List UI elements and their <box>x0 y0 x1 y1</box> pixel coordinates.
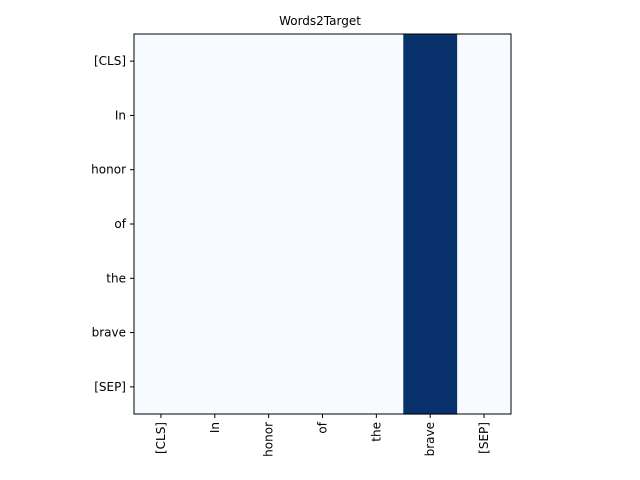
heatmap-cell <box>457 34 512 89</box>
heatmap-cell <box>349 34 404 89</box>
heatmap-cell <box>457 305 512 361</box>
heatmap-cell <box>134 34 189 89</box>
heatmap-cell <box>403 196 458 252</box>
y-tick-label: the <box>106 271 126 285</box>
x-tick-label: In <box>208 422 222 433</box>
heatmap-cell <box>241 251 297 307</box>
heatmap-cell <box>349 251 404 307</box>
heatmap-cell <box>295 359 351 415</box>
x-tick-label: brave <box>423 422 437 456</box>
heatmap-cell <box>295 142 351 198</box>
heatmap-cell <box>403 251 458 307</box>
heatmap-cell <box>349 196 404 252</box>
heatmap-cell <box>457 142 512 198</box>
heatmap-cell <box>457 251 512 307</box>
y-tick-label: of <box>114 217 126 231</box>
heatmap-cell <box>403 88 458 144</box>
heatmap-cell <box>295 251 351 307</box>
heatmap-cell <box>295 305 351 361</box>
heatmap-cell <box>241 196 297 252</box>
chart-title: Words2Target <box>279 14 361 28</box>
heatmap-cell <box>457 88 512 144</box>
heatmap-cell <box>134 196 189 252</box>
heatmap-cell <box>457 196 512 252</box>
heatmap-cell <box>349 359 404 415</box>
y-axis-ticks: [CLS] In honor of the brave [SEP] <box>91 54 134 394</box>
y-tick-label: In <box>115 108 126 122</box>
heatmap-cell <box>187 34 243 89</box>
heatmap-cells <box>134 34 512 415</box>
heatmap-cell <box>349 88 404 144</box>
y-tick-label: [CLS] <box>94 54 126 68</box>
heatmap-cell <box>403 305 458 361</box>
heatmap-cell <box>457 359 512 415</box>
heatmap-cell <box>241 88 297 144</box>
heatmap-cell <box>134 88 189 144</box>
heatmap-cell <box>349 305 404 361</box>
heatmap-cell <box>241 305 297 361</box>
x-axis-ticks: [CLS] In honor of the brave [SEP] <box>154 414 491 457</box>
x-tick-label: of <box>316 421 330 433</box>
heatmap-cell <box>295 88 351 144</box>
heatmap-cell <box>134 142 189 198</box>
heatmap-cell <box>187 142 243 198</box>
heatmap-cell <box>241 359 297 415</box>
heatmap-cell <box>187 359 243 415</box>
heatmap-cell <box>241 34 297 89</box>
heatmap-cell <box>187 88 243 144</box>
heatmap-cell <box>295 34 351 89</box>
heatmap-cell <box>134 251 189 307</box>
heatmap-cell <box>134 359 189 415</box>
heatmap-cell <box>134 305 189 361</box>
y-tick-label: brave <box>92 326 126 340</box>
heatmap-cell <box>187 196 243 252</box>
x-tick-label: [CLS] <box>154 422 168 454</box>
heatmap-cell <box>241 142 297 198</box>
heatmap-cell <box>403 142 458 198</box>
heatmap-cell <box>403 359 458 415</box>
x-tick-label: [SEP] <box>477 422 491 454</box>
heatmap-cell <box>187 305 243 361</box>
heatmap-cell <box>295 196 351 252</box>
y-tick-label: [SEP] <box>94 380 126 394</box>
x-tick-label: honor <box>262 422 276 457</box>
heatmap-cell <box>403 34 458 89</box>
x-tick-label: the <box>369 422 383 442</box>
y-tick-label: honor <box>91 163 126 177</box>
heatmap-cell <box>349 142 404 198</box>
heatmap-cell <box>187 251 243 307</box>
